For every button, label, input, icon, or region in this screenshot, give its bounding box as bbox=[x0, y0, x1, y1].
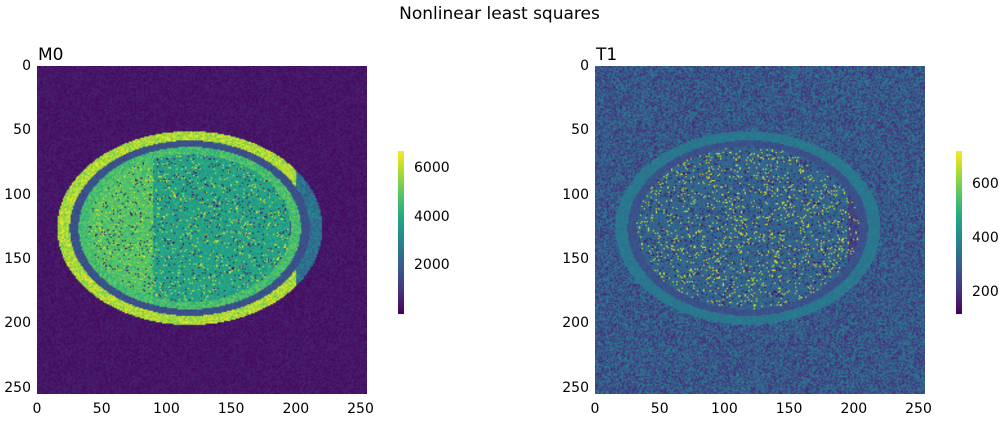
x-tick-label: 50 bbox=[92, 401, 111, 417]
y-tick-label: 150 bbox=[562, 250, 589, 267]
y-tick-label: 100 bbox=[562, 186, 589, 203]
m0-colorbar bbox=[398, 151, 404, 314]
x-tick-label: 100 bbox=[153, 401, 180, 417]
y-tick-label: 250 bbox=[4, 379, 31, 396]
t1-colorbar bbox=[956, 151, 962, 314]
y-tick-label: 100 bbox=[4, 186, 31, 203]
m0-heatmap-image bbox=[37, 66, 367, 394]
figure-title: Nonlinear least squares bbox=[399, 4, 600, 24]
colorbar-tick-label: 600 bbox=[972, 175, 999, 192]
x-tick-label: 150 bbox=[775, 401, 803, 417]
x-tick-label: 250 bbox=[905, 401, 932, 417]
y-tick-label: 200 bbox=[562, 315, 589, 332]
x-tick-label: 200 bbox=[840, 401, 868, 417]
y-tick-label: 150 bbox=[4, 250, 31, 267]
y-tick-label: 50 bbox=[13, 122, 31, 139]
x-tick-label: 200 bbox=[282, 401, 310, 417]
x-tick-label: 100 bbox=[711, 401, 738, 417]
x-tick-label: 150 bbox=[217, 401, 245, 417]
t1-title: T1 bbox=[596, 45, 618, 65]
colorbar-tick-label: 200 bbox=[972, 284, 999, 301]
colorbar-tick-label: 400 bbox=[972, 229, 999, 246]
colorbar-tick-label: 4000 bbox=[414, 208, 450, 225]
y-tick-label: 0 bbox=[580, 58, 589, 74]
x-tick-label: 50 bbox=[650, 401, 669, 417]
t1-heatmap-image bbox=[595, 66, 925, 394]
y-tick-label: 50 bbox=[571, 122, 589, 139]
x-tick-label: 0 bbox=[32, 401, 42, 417]
x-tick-label: 250 bbox=[347, 401, 374, 417]
y-tick-label: 0 bbox=[22, 58, 31, 74]
x-tick-label: 0 bbox=[590, 401, 600, 417]
colorbar-tick-label: 6000 bbox=[414, 160, 450, 177]
colorbar-tick-label: 2000 bbox=[414, 257, 450, 274]
y-tick-label: 200 bbox=[4, 315, 31, 332]
m0-title: M0 bbox=[38, 45, 64, 65]
y-tick-label: 250 bbox=[562, 379, 589, 396]
